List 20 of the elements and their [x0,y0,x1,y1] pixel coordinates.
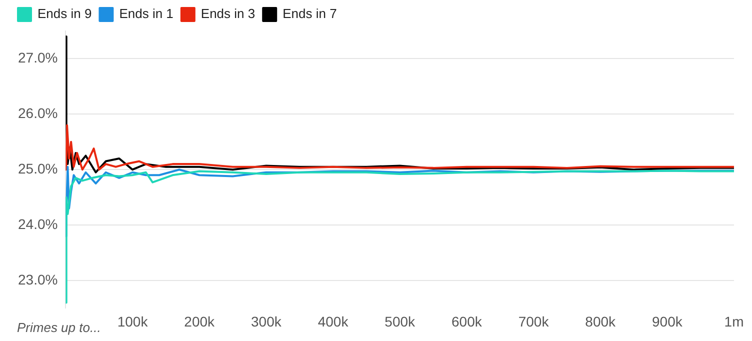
y-tick-label: 24.0% [18,216,58,232]
x-axis-title: Primes up to... [17,320,101,335]
legend-label: Ends in 7 [282,6,337,22]
x-tick-label: 1m [724,313,744,330]
legend-label: Ends in 9 [38,6,92,22]
x-tick-label: 100k [117,313,149,330]
x-tick-label: 200k [184,313,216,330]
y-tick-label: 23.0% [18,271,58,288]
legend-label: Ends in 3 [200,6,256,22]
y-tick-label: 26.0% [18,105,58,122]
x-tick-label: 300k [251,313,282,330]
x-tick-label: 500k [384,313,416,330]
legend-label: Ends in 1 [119,6,174,22]
x-tick-label: 600k [452,313,483,330]
x-tick-label: 800k [585,313,617,330]
x-tick-label: 900k [652,313,684,330]
y-tick-label: 25.0% [18,160,58,176]
x-tick-label: 700k [518,313,550,330]
y-tick-label: 27.0% [18,50,58,66]
x-tick-label: 400k [318,313,350,330]
